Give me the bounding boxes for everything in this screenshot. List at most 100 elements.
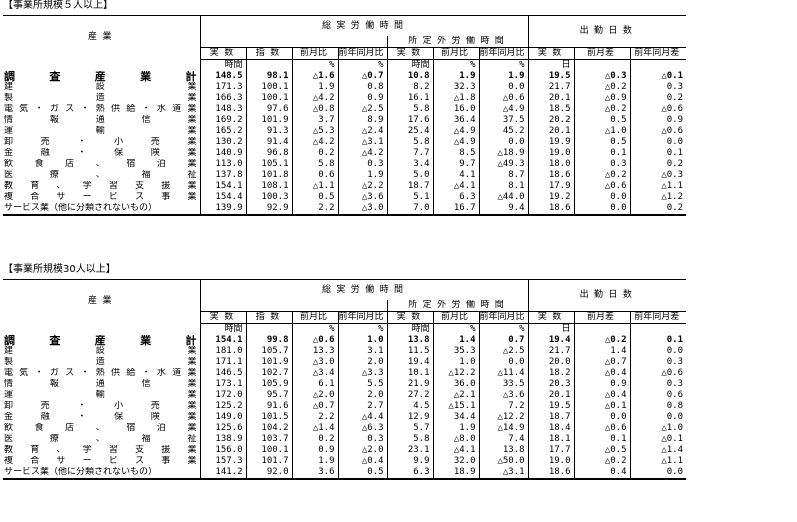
- table-cell: △1.0: [629, 423, 687, 434]
- table-cell: 0.0: [629, 412, 687, 423]
- table-cell: 27.2: [386, 390, 434, 401]
- table-cell: 0.9: [291, 445, 338, 456]
- table-cell: 154.1: [199, 335, 246, 346]
- table-cell: 18.0: [527, 159, 575, 170]
- industry-name: サービス業（他に分類されないもの）: [4, 203, 158, 213]
- table-cell: 3.1: [337, 346, 388, 357]
- column-header: 前年同月差: [629, 311, 687, 324]
- table-cell: △0.6: [629, 104, 687, 115]
- table-cell: 169.2: [199, 115, 246, 126]
- header-row: 所 定 外 労 働 時 間: [3, 36, 686, 48]
- table-cell: 5.8: [386, 137, 434, 148]
- table-row: 建 設 業 181.0 105.7 13.3 3.1 11.5 35.3 △2.5 21.7 1.…: [3, 346, 687, 357]
- table-cell: △2.4: [337, 126, 388, 137]
- industry-name: 製 造 業: [4, 357, 197, 367]
- table-row: 調 査 産 業 計 148.5 98.1 △1.6 △0.7 10.8 1.9 1.9 19.5…: [3, 71, 687, 82]
- unit-label: 日: [527, 323, 575, 335]
- unit-label: [245, 323, 292, 335]
- table-row: 飲 食 店 、 宿 泊 業 113.0 105.1 5.8 0.3 3.4 9.7 △49.3…: [3, 159, 687, 170]
- units-blank: [3, 60, 200, 72]
- table-cell: 98.1: [245, 71, 292, 82]
- unit-label: [573, 323, 631, 335]
- table-row: 卸 売 ・ 小 売 業 130.2 91.4 △4.2 △3.1 5.8 △4.9 0.0 19…: [3, 137, 687, 148]
- section-title: 【事業所規模５人以上】: [3, 0, 113, 11]
- table-cell: 137.8: [199, 170, 246, 181]
- header-blank: [199, 300, 388, 312]
- table-cell: 100.1: [245, 93, 292, 104]
- column-header: 前月比: [291, 311, 338, 324]
- unit-label: [573, 59, 631, 71]
- table-cell: △1.4: [291, 423, 338, 434]
- industry-name: 飲 食 店 、 宿 泊 業: [4, 159, 197, 169]
- table-cell: 7.4: [478, 434, 529, 445]
- table-cell: △2.5: [337, 104, 388, 115]
- table-cell: 139.9: [199, 203, 246, 215]
- table-cell: 0.0: [573, 203, 631, 215]
- table-cell: 3.4: [386, 159, 434, 170]
- table-cell: 10.1: [386, 368, 434, 379]
- table-cell: △5.3: [291, 126, 338, 137]
- table-cell: △4.2: [291, 137, 338, 148]
- header-overtime-hours: 所 定 外 労 働 時 間: [386, 300, 529, 312]
- industry-header: 産 業: [88, 32, 112, 43]
- unit-label: %: [291, 323, 338, 335]
- table-cell: 25.4: [386, 126, 434, 137]
- table-cell: 0.5: [573, 137, 631, 148]
- table-cell: 17.7: [527, 445, 575, 456]
- table-cell: 172.0: [199, 390, 246, 401]
- table-cell: 1.0: [337, 335, 388, 346]
- table-cell: 2.2: [291, 412, 338, 423]
- industry-name: 金 融 ・ 保 険 業: [4, 412, 197, 422]
- table-cell: 9.7: [432, 159, 480, 170]
- table-cell: 2.0: [337, 390, 388, 401]
- table-cell: 113.0: [199, 159, 246, 170]
- table-cell: △1.0: [573, 126, 631, 137]
- table-cell: △2.1: [432, 390, 480, 401]
- column-header: 前年同月比: [337, 47, 388, 60]
- table-cell: 141.2: [199, 467, 246, 479]
- table-cell: △0.1: [629, 71, 687, 82]
- industry-name: 飲 食 店 、 宿 泊 業: [4, 423, 197, 433]
- column-header: 前月比: [432, 47, 480, 60]
- table-cell: 100.1: [245, 445, 292, 456]
- table-cell: 20.2: [527, 115, 575, 126]
- table-row: 医 療 、 福 祉 137.8 101.8 0.6 1.9 5.0 4.1 8.7 18.6 △0…: [3, 170, 687, 181]
- table-cell: 18.9: [432, 467, 480, 479]
- table-row: 教 育 、 学 習 支 援 業 154.1 108.1 △1.1 △2.2 18.7 △4.…: [3, 181, 687, 192]
- table-cell: △1.6: [291, 71, 338, 82]
- table-cell: △2.0: [291, 390, 338, 401]
- header-row: 実 数指 数前月比 前年同月比実 数前月比 前年同月比実 数前月差 前年同月差: [3, 311, 687, 324]
- column-header: 実 数: [199, 47, 246, 60]
- table-cell: 96.8: [245, 148, 292, 159]
- table-cell: △0.2: [573, 104, 631, 115]
- table-cell: 36.4: [432, 115, 480, 126]
- industry-name: 医 療 、 福 祉: [4, 170, 197, 180]
- table-cell: 0.0: [478, 137, 529, 148]
- header-row: 所 定 外 労 働 時 間: [3, 300, 686, 312]
- table-cell: 19.9: [527, 137, 575, 148]
- unit-label: 時間: [386, 59, 434, 71]
- table-row: 飲 食 店 、 宿 泊 業 125.6 104.2 △1.4 △6.3 5.7 1.9 △14…: [3, 423, 687, 434]
- table-cell: △0.6: [629, 368, 687, 379]
- table-cell: △50.0: [478, 456, 529, 467]
- table-cell: 21.7: [527, 82, 575, 93]
- table-cell: 0.8: [337, 82, 388, 93]
- table-cell: 95.7: [245, 390, 292, 401]
- column-header: 前年同月比: [478, 311, 529, 324]
- industry-name: 複 合 サ ー ビ ス 事 業: [4, 192, 197, 202]
- table-cell: 0.9: [573, 379, 631, 390]
- industry-header: 産 業: [88, 296, 112, 307]
- table-cell: 21.7: [527, 346, 575, 357]
- table-cell: 102.7: [245, 368, 292, 379]
- table-cell: 0.1: [629, 335, 687, 346]
- table-cell: 16.0: [432, 104, 480, 115]
- table-row: 情 報 通 信 業 173.1 105.9 6.1 5.5 21.9 36.0 33.5 20.…: [3, 379, 687, 390]
- table-cell: 3.7: [291, 115, 338, 126]
- table-cell: 21.9: [386, 379, 434, 390]
- table-cell: △2.5: [478, 346, 529, 357]
- table-cell: △3.4: [291, 368, 338, 379]
- table-cell: 166.3: [199, 93, 246, 104]
- table-cell: 18.4: [527, 423, 575, 434]
- table-cell: 156.0: [199, 445, 246, 456]
- table-cell: 0.5: [291, 192, 338, 203]
